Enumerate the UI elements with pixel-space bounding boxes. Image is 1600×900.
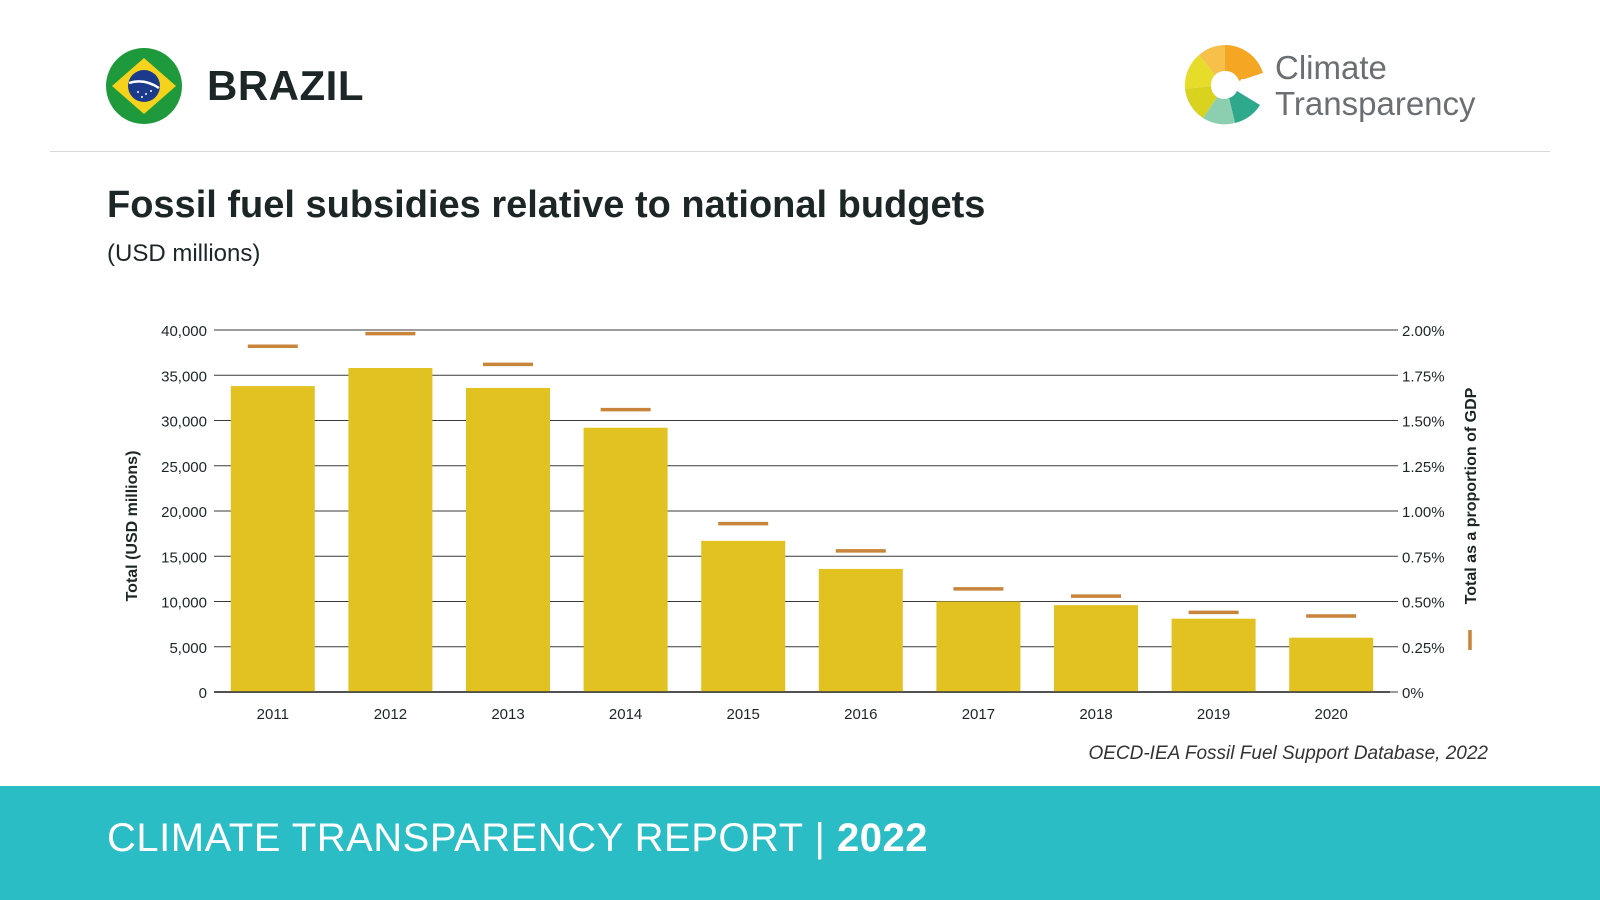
footer-separator: | <box>814 816 826 860</box>
brand-line-2: Transparency <box>1275 85 1476 122</box>
x-tick-label: 2016 <box>844 706 877 723</box>
x-tick-label: 2017 <box>962 706 995 723</box>
brand-line-1: Climate <box>1275 49 1387 86</box>
bar <box>1171 618 1256 692</box>
country-name: BRAZIL <box>207 62 364 109</box>
x-tick-label: 2018 <box>1079 706 1112 723</box>
report-year: 2022 <box>837 816 929 860</box>
y2-tick-label: 0.25% <box>1402 640 1445 657</box>
bar <box>1289 637 1374 692</box>
page-header: BRAZIL Climate Transparency <box>0 0 1600 152</box>
climate-transparency-logo-icon <box>1184 45 1269 125</box>
y-tick-label: 10,000 <box>161 595 207 612</box>
subsidies-chart: 0 0% 5,000 0.25% 10,000 0.50% 15,000 0.75% 20,00… <box>124 323 1480 723</box>
bar <box>466 387 550 692</box>
y2-tick-label: 1.75% <box>1402 368 1445 385</box>
y-tick-label: 25,000 <box>161 459 207 476</box>
y-tick-label: 20,000 <box>161 504 207 521</box>
y-tick-label: 35,000 <box>161 368 207 385</box>
y-tick-label: 5,000 <box>169 640 207 657</box>
bar <box>583 427 668 692</box>
brand-name: Climate Transparency <box>1275 50 1476 122</box>
x-tick-label: 2020 <box>1315 706 1348 723</box>
y-tick-label: 15,000 <box>161 549 207 566</box>
footer-text: CLIMATE TRANSPARENCY REPORT | 2022 <box>107 816 928 861</box>
x-tick-label: 2015 <box>727 706 760 723</box>
bar <box>701 540 786 692</box>
chart-title: Fossil fuel subsidies relative to nation… <box>107 184 986 226</box>
footer-banner: CLIMATE TRANSPARENCY REPORT | 2022 <box>0 786 1600 900</box>
y2-axis-title: Total as a proportion of GDP <box>1463 387 1480 604</box>
report-label: CLIMATE TRANSPARENCY REPORT <box>107 816 803 860</box>
header-divider <box>50 151 1550 152</box>
bar <box>818 568 903 692</box>
y2-tick-label: 1.25% <box>1402 459 1445 476</box>
chart-subtitle: (USD millions) <box>107 240 261 267</box>
y2-tick-label: 0.75% <box>1402 549 1445 566</box>
bar <box>348 368 433 692</box>
y2-tick-label: 0% <box>1402 685 1424 702</box>
y-tick-label: 30,000 <box>161 414 207 431</box>
y-tick-label: 0 <box>199 685 207 702</box>
bar <box>1054 605 1138 692</box>
x-tick-label: 2013 <box>491 706 524 723</box>
y2-tick-label: 1.00% <box>1402 504 1445 521</box>
y-axis-title: Total (USD millions) <box>124 451 141 602</box>
source-note: OECD-IEA Fossil Fuel Support Database, 2… <box>1088 743 1488 764</box>
bar <box>230 386 315 692</box>
brazil-flag-icon <box>106 48 182 124</box>
x-tick-label: 2019 <box>1197 706 1230 723</box>
x-tick-label: 2014 <box>609 706 642 723</box>
y2-tick-label: 1.50% <box>1402 414 1445 431</box>
y2-tick-label: 0.50% <box>1402 595 1445 612</box>
x-tick-label: 2012 <box>374 706 407 723</box>
y2-tick-label: 2.00% <box>1402 323 1445 340</box>
x-tick-label: 2011 <box>257 706 289 723</box>
y-tick-label: 40,000 <box>161 323 207 340</box>
bar <box>936 601 1021 692</box>
